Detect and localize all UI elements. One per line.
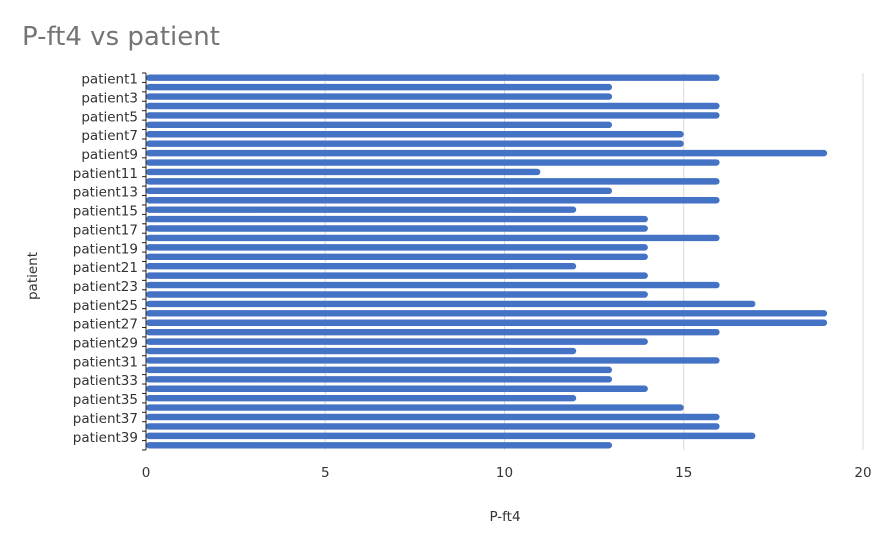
bar-patient7 (146, 131, 684, 138)
bar-patient16 (146, 215, 648, 223)
bar-patient32 (146, 366, 613, 374)
y-tick-label: patient35 (73, 392, 138, 408)
bar-patient24 (146, 291, 648, 298)
bar-patient19 (146, 244, 648, 251)
bar-patient3 (146, 93, 613, 100)
bar-patient27 (146, 319, 828, 326)
bar-patient14 (146, 197, 720, 204)
bar-patient30 (146, 347, 577, 355)
bar-patient35 (146, 394, 577, 402)
bar-patient15 (146, 206, 577, 213)
y-tick-label: patient15 (73, 204, 138, 220)
bar-patient1 (146, 74, 720, 81)
bar-patient29 (146, 338, 648, 345)
y-axis-label: patient (25, 252, 41, 300)
y-tick-label: patient3 (81, 90, 138, 106)
y-tick-label: patient27 (73, 317, 138, 333)
x-tick-label: 10 (496, 465, 513, 481)
y-tick-label: patient37 (73, 411, 138, 427)
bar-patient25 (146, 300, 756, 308)
bars (146, 74, 828, 449)
x-axis-ticks: 0 5 10 15 20 (142, 465, 872, 481)
bar-patient23 (146, 281, 720, 289)
y-tick-label: patient39 (73, 430, 138, 446)
bar-patient26 (146, 310, 828, 317)
y-tick-label: patient19 (73, 241, 138, 257)
bar-patient8 (146, 140, 684, 147)
x-tick-label: 0 (142, 465, 151, 481)
y-tick-label: patient25 (73, 298, 138, 314)
bar-patient37 (146, 413, 720, 421)
bar-patient34 (146, 385, 648, 392)
x-tick-label: 15 (675, 465, 692, 481)
y-tick-label: patient29 (73, 336, 138, 352)
bar-patient18 (146, 234, 720, 242)
y-tick-label: patient7 (81, 128, 138, 144)
chart-title: P-ft4 vs patient (22, 22, 220, 52)
y-tick-label: patient21 (73, 260, 138, 276)
bar-patient10 (146, 159, 720, 166)
bar-patient38 (146, 423, 720, 430)
bar-patient11 (146, 168, 541, 176)
bar-patient12 (146, 178, 720, 185)
y-tick-label: patient9 (81, 147, 138, 163)
y-tick-label: patient11 (73, 166, 138, 182)
bar-patient33 (146, 376, 613, 383)
bar-patient39 (146, 432, 756, 440)
bar-patient4 (146, 102, 720, 110)
bar-patient28 (146, 328, 720, 336)
y-tick-label: patient31 (73, 354, 138, 370)
x-tick-label: 20 (854, 465, 871, 481)
bar-patient2 (146, 83, 613, 91)
bar-patient6 (146, 121, 613, 129)
x-tick-label: 5 (321, 465, 330, 481)
y-tick-label: patient1 (81, 72, 138, 88)
bar-patient21 (146, 263, 577, 270)
y-tick-label: patient5 (81, 109, 138, 125)
y-tick-label: patient13 (73, 185, 138, 201)
bar-patient40 (146, 442, 613, 449)
gridlines (324, 73, 864, 450)
bar-patient31 (146, 357, 720, 364)
bar-patient36 (146, 404, 684, 411)
bar-patient17 (146, 225, 648, 232)
bar-patient22 (146, 272, 648, 279)
bar-patient20 (146, 253, 648, 260)
bar-patient13 (146, 187, 613, 195)
bar-patient9 (146, 149, 828, 157)
x-axis-label: P-ft4 (489, 509, 520, 525)
y-tick-label: patient23 (73, 279, 138, 295)
y-tick-label: patient33 (73, 373, 138, 389)
y-axis: patient1 patient3 patient5 patient7 patient9… (73, 72, 147, 451)
y-tick-label: patient17 (73, 222, 138, 238)
bar-patient5 (146, 112, 720, 119)
